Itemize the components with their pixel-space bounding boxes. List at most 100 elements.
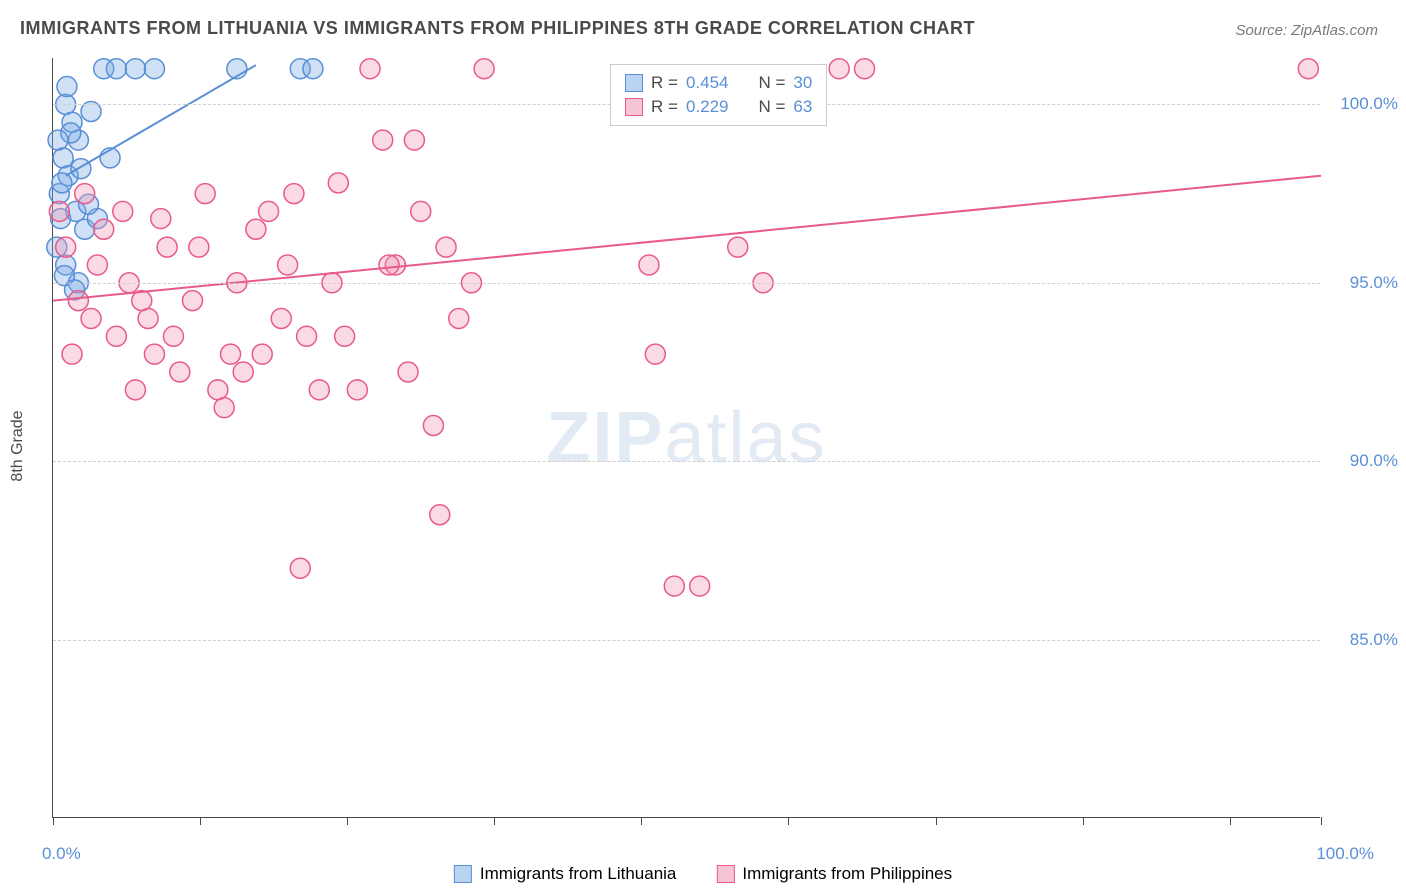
data-point — [290, 558, 310, 578]
data-point — [57, 77, 77, 97]
data-point — [474, 59, 494, 79]
data-point — [62, 344, 82, 364]
gridline — [53, 283, 1320, 284]
data-point — [271, 308, 291, 328]
data-point — [170, 362, 190, 382]
source-attribution: Source: ZipAtlas.com — [1235, 22, 1378, 39]
data-point — [449, 308, 469, 328]
data-point — [49, 201, 69, 221]
data-point — [398, 362, 418, 382]
stat-r-value: 0.229 — [686, 97, 729, 117]
data-point — [106, 59, 126, 79]
data-point — [138, 308, 158, 328]
data-point — [53, 148, 73, 168]
x-tick — [788, 817, 789, 825]
plot-svg — [53, 58, 1320, 817]
x-tick — [494, 817, 495, 825]
series-swatch — [625, 98, 643, 116]
stat-r-label: R = — [651, 73, 678, 93]
data-point — [246, 219, 266, 239]
data-point — [639, 255, 659, 275]
data-point — [163, 326, 183, 346]
y-axis-title: 8th Grade — [9, 410, 27, 481]
chart-title: IMMIGRANTS FROM LITHUANIA VS IMMIGRANTS … — [20, 18, 975, 39]
data-point — [309, 380, 329, 400]
stat-n-value: 63 — [793, 97, 812, 117]
x-tick — [936, 817, 937, 825]
data-point — [645, 344, 665, 364]
data-point — [221, 344, 241, 364]
stat-n-label: N = — [758, 97, 785, 117]
data-point — [144, 59, 164, 79]
data-point — [132, 291, 152, 311]
data-point — [157, 237, 177, 257]
correlation-stat-box: R = 0.454 N = 30 R = 0.229 N = 63 — [610, 64, 827, 126]
y-tick-label: 90.0% — [1350, 451, 1398, 471]
x-tick — [641, 817, 642, 825]
legend-label: Immigrants from Philippines — [742, 864, 952, 884]
data-point — [195, 184, 215, 204]
stat-row: R = 0.454 N = 30 — [625, 71, 812, 95]
stat-r-label: R = — [651, 97, 678, 117]
x-tick — [200, 817, 201, 825]
data-point — [182, 291, 202, 311]
data-point — [52, 173, 72, 193]
data-point — [125, 380, 145, 400]
data-point — [208, 380, 228, 400]
series-swatch — [625, 74, 643, 92]
data-point — [373, 130, 393, 150]
data-point — [214, 398, 234, 418]
legend: Immigrants from Lithuania Immigrants from… — [454, 864, 952, 884]
stat-n-value: 30 — [793, 73, 812, 93]
data-point — [106, 326, 126, 346]
data-point — [303, 59, 323, 79]
data-point — [328, 173, 348, 193]
data-point — [278, 255, 298, 275]
x-tick — [347, 817, 348, 825]
legend-swatch — [716, 865, 734, 883]
legend-item: Immigrants from Lithuania — [454, 864, 677, 884]
stat-row: R = 0.229 N = 63 — [625, 95, 812, 119]
x-tick — [53, 817, 54, 825]
x-tick — [1083, 817, 1084, 825]
x-tick — [1230, 817, 1231, 825]
data-point — [75, 184, 95, 204]
data-point — [56, 237, 76, 257]
gridline — [53, 461, 1320, 462]
x-tick — [1321, 817, 1322, 825]
stat-n-label: N = — [758, 73, 785, 93]
data-point — [360, 59, 380, 79]
data-point — [411, 201, 431, 221]
data-point — [87, 255, 107, 275]
data-point — [855, 59, 875, 79]
data-point — [379, 255, 399, 275]
data-point — [436, 237, 456, 257]
data-point — [94, 219, 114, 239]
data-point — [1298, 59, 1318, 79]
data-point — [71, 159, 91, 179]
legend-swatch — [454, 865, 472, 883]
x-axis-max-label: 100.0% — [1316, 844, 1374, 864]
data-point — [144, 344, 164, 364]
data-point — [284, 184, 304, 204]
y-tick-label: 85.0% — [1350, 630, 1398, 650]
data-point — [151, 209, 171, 229]
data-point — [347, 380, 367, 400]
data-point — [404, 130, 424, 150]
data-point — [829, 59, 849, 79]
gridline — [53, 640, 1320, 641]
data-point — [297, 326, 317, 346]
data-point — [81, 308, 101, 328]
data-point — [728, 237, 748, 257]
stat-r-value: 0.454 — [686, 73, 729, 93]
plot-area: ZIPatlas 100.0%95.0%90.0%85.0% — [52, 58, 1320, 818]
data-point — [68, 291, 88, 311]
y-tick-label: 100.0% — [1340, 94, 1398, 114]
data-point — [664, 576, 684, 596]
data-point — [48, 130, 68, 150]
legend-item: Immigrants from Philippines — [716, 864, 952, 884]
data-point — [259, 201, 279, 221]
data-point — [125, 59, 145, 79]
data-point — [189, 237, 209, 257]
data-point — [430, 505, 450, 525]
